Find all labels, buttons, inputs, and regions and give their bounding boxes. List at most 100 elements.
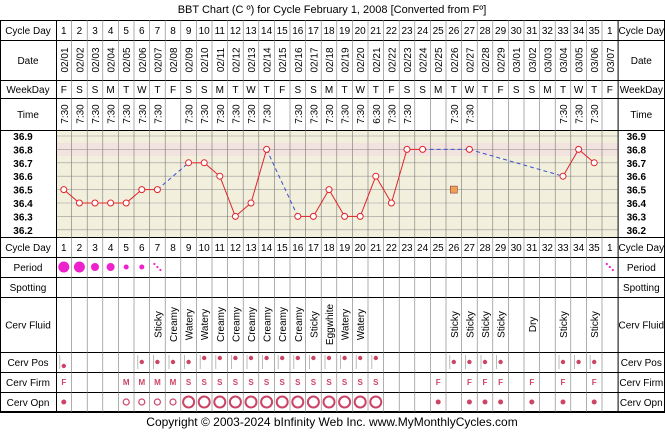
cycle-day-number: 15 (277, 243, 289, 254)
temp-point (403, 145, 411, 153)
weekday-label: F (498, 85, 504, 96)
time-label: 7:30 (91, 104, 102, 124)
date-label: 03/06 (590, 47, 601, 72)
period-spotting-dot (159, 268, 162, 272)
weekday-label: S (513, 85, 520, 96)
temp-point (263, 145, 271, 153)
cerv-opn-medium (153, 398, 161, 406)
period-spotting-dot (605, 262, 608, 266)
weekday-label: S (201, 85, 208, 96)
cerv-fluid-label: Sticky (153, 311, 164, 338)
cycle-day-number: 5 (123, 26, 129, 37)
row-label-left: Cerv Fluid (5, 321, 51, 332)
period-marker (73, 261, 85, 273)
date-label: 03/01 (512, 47, 523, 72)
cycle-day-number: 15 (277, 26, 289, 37)
cerv-fluid-label: Watery (185, 309, 196, 340)
y-tick-label-right: 36.7 (627, 159, 647, 170)
cycle-day-number: 29 (495, 243, 507, 254)
y-tick-label-left: 36.6 (13, 172, 33, 183)
temp-point (325, 186, 333, 194)
cerv-opn-open (353, 395, 367, 409)
date-label: 02/18 (325, 47, 336, 72)
cycle-day-number: 17 (308, 26, 320, 37)
cerv-opn-open (260, 395, 274, 409)
cycle-day-number: 26 (448, 26, 460, 37)
cerv-pos-marker (233, 355, 238, 361)
weekday-label: F (607, 85, 613, 96)
cycle-day-number: 21 (370, 243, 382, 254)
time-label: 7:30 (138, 104, 149, 124)
cycle-day-number: 35 (589, 243, 601, 254)
cycle-day-number: 33 (557, 243, 569, 254)
cerv-firm-label: F (483, 378, 488, 387)
row-label-right: Cerv Firm (619, 378, 663, 389)
cerv-pos-marker (576, 359, 581, 365)
weekday-label: M (434, 85, 442, 96)
weekday-label: S (76, 85, 83, 96)
cerv-pos-marker (280, 355, 285, 361)
weekday-label: S (419, 85, 426, 96)
cerv-pos-marker (264, 355, 269, 361)
cycle-day-number: 31 (526, 26, 538, 37)
cerv-pos-marker (498, 359, 503, 365)
time-label: 7:30 (341, 104, 352, 124)
time-label: 7:30 (559, 104, 570, 124)
cycle-day-number: 5 (123, 243, 129, 254)
cerv-opn-closed (482, 399, 488, 405)
cerv-firm-label: S (311, 378, 317, 387)
time-label: 7:30 (263, 104, 274, 124)
period-marker (139, 264, 145, 270)
cerv-fluid-label: Watery (200, 309, 211, 340)
period-spotting-dot (611, 268, 614, 272)
cerv-firm-label: F (592, 378, 597, 387)
temp-point (575, 145, 583, 153)
date-label: 02/02 (75, 47, 86, 72)
y-tick-label-left: 36.7 (13, 159, 33, 170)
y-tick-label-left: 36.8 (13, 145, 33, 156)
cerv-fluid-label: Creamy (278, 307, 289, 342)
cerv-opn-medium (122, 398, 130, 406)
weekday-label: M (325, 85, 333, 96)
cerv-firm-label: S (233, 378, 239, 387)
cycle-day-number: 20 (355, 26, 367, 37)
cycle-day-number: 24 (417, 243, 429, 254)
date-label: 02/10 (200, 47, 211, 72)
cerv-firm-label: S (264, 378, 270, 387)
temp-point (590, 159, 598, 167)
cycle-day-number: 4 (108, 26, 114, 37)
temp-point (60, 186, 68, 194)
date-label: 02/22 (387, 47, 398, 72)
row-label-right: Time (630, 110, 652, 121)
weekday-label: T (560, 85, 566, 96)
cycle-day-number: 32 (542, 243, 554, 254)
y-tick-label-right: 36.9 (627, 132, 647, 143)
weekday-label: W (355, 85, 365, 96)
temp-line (219, 176, 236, 217)
cycle-day-number: 1 (61, 26, 67, 37)
row-labels: Cycle Day Cycle Day Date Date WeekDay WeekDay… (5, 26, 664, 409)
temp-point (309, 212, 317, 220)
y-tick-label-right: 36.6 (627, 172, 647, 183)
cerv-opn-open (275, 395, 289, 409)
date-label: 02/04 (107, 47, 118, 72)
cycle-day-number: 3 (92, 243, 98, 254)
cerv-pos-marker (311, 355, 316, 361)
cerv-firm-label: F (467, 378, 472, 387)
temp-point (138, 186, 146, 194)
cerv-firm-label: M (138, 378, 145, 387)
y-tick-label-right: 36.5 (627, 186, 647, 197)
row-label-left: Cycle Day (5, 243, 51, 254)
time-label: 7:30 (450, 104, 461, 124)
temp-line (390, 149, 408, 204)
cerv-fluid-label: Sticky (465, 311, 476, 338)
y-tick-label-left: 36.5 (13, 186, 33, 197)
cerv-opn-closed (498, 399, 504, 405)
date-label: 02/09 (185, 47, 196, 72)
cerv-pos-marker (295, 355, 300, 361)
date-label: 02/07 (153, 47, 164, 72)
cycle-day-number: 4 (108, 243, 114, 254)
cerv-pos-marker (467, 359, 472, 365)
cerv-fluid-label: Sticky (309, 311, 320, 338)
